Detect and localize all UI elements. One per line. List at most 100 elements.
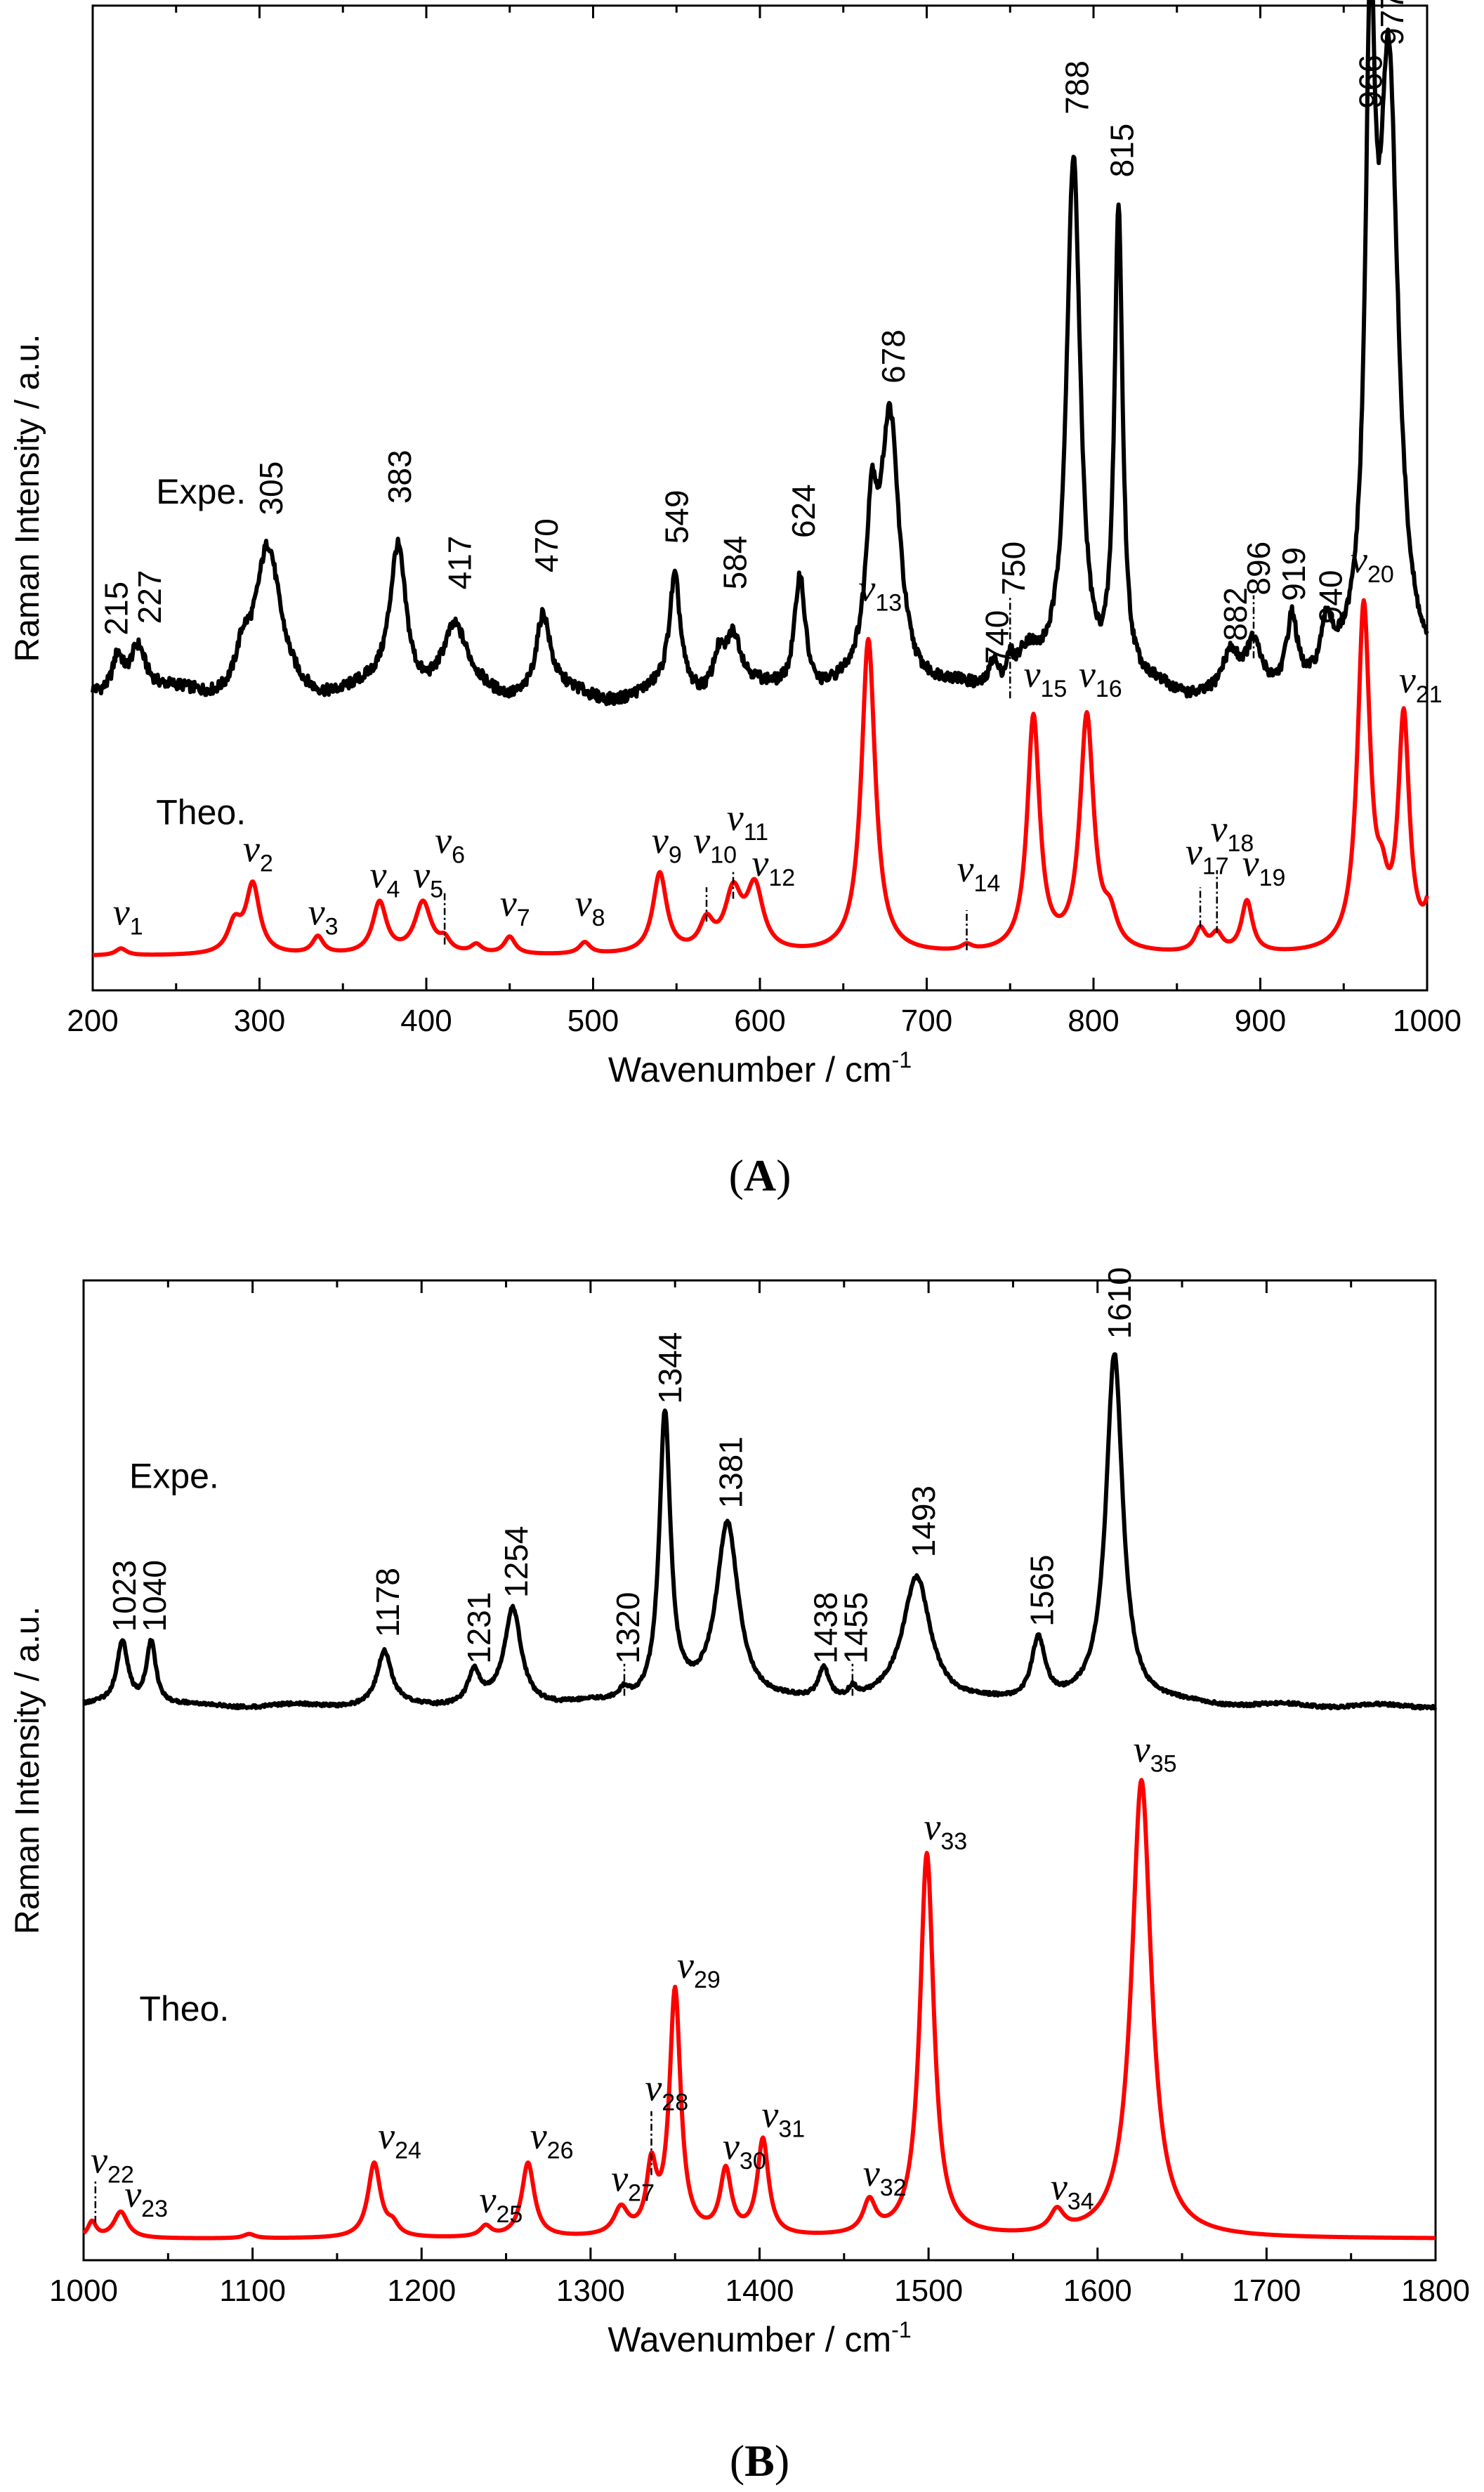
mode-label-subscript: 33 — [940, 1828, 967, 1855]
mode-label-symbol: v — [957, 848, 974, 890]
panel-caption-close-paren: ) — [776, 1150, 791, 1200]
peak-label: 1455 — [838, 1592, 874, 1664]
mode-label-subscript: 11 — [744, 819, 768, 846]
x-axis-label-superscript: -1 — [891, 2317, 911, 2342]
mode-label-symbol: v — [308, 891, 325, 933]
mode-label: v1 — [113, 891, 143, 940]
x-tick-label: 200 — [67, 1004, 118, 1038]
peak-label: 1320 — [610, 1592, 646, 1664]
mode-label-subscript: 1 — [130, 913, 143, 940]
mode-label: v25 — [480, 2179, 523, 2228]
panel-caption-open-paren: ( — [729, 1150, 744, 1200]
panel-caption-letter: B — [744, 2436, 775, 2486]
mode-label-symbol: v — [863, 2152, 880, 2194]
mode-label: v6 — [435, 819, 465, 868]
peak-label: 678 — [875, 329, 912, 383]
mode-label-subscript: 15 — [1040, 676, 1067, 702]
peak-label: 215 — [98, 582, 134, 636]
mode-label-symbol: v — [1211, 808, 1228, 850]
mode-label-subscript: 20 — [1367, 561, 1394, 588]
mode-label-symbol: v — [924, 1806, 940, 1848]
mode-label: v13 — [858, 568, 902, 617]
mode-label: v33 — [924, 1806, 967, 1855]
mode-label-subscript: 32 — [880, 2175, 907, 2201]
mode-label: v18 — [1211, 808, 1254, 857]
peak-label: 1023 — [106, 1560, 143, 1632]
mode-label-symbol: v — [378, 2115, 395, 2157]
peak-label: 1231 — [461, 1592, 497, 1664]
peak-label: 1040 — [136, 1560, 173, 1632]
series-label: Theo. — [139, 1989, 229, 2028]
mode-label-symbol: v — [858, 568, 875, 610]
mode-label-subscript: 28 — [662, 2090, 688, 2116]
mode-label-symbol: v — [1242, 842, 1259, 884]
peak-label: 815 — [1103, 124, 1140, 178]
peak-label: 750 — [995, 542, 1032, 596]
peak-label: 227 — [131, 570, 168, 624]
peak-label: 1381 — [713, 1436, 749, 1508]
x-axis-label-text: Wavenumber / cm — [608, 1050, 892, 1089]
peak-label: 417 — [442, 536, 478, 590]
series-label: Theo. — [156, 793, 246, 832]
mode-label-subscript: 4 — [386, 876, 400, 903]
mode-label-symbol: v — [723, 2125, 740, 2168]
x-axis-label-superscript: -1 — [892, 1047, 912, 1073]
spectrum-line-experimental — [91, 0, 1429, 707]
chart-panel-B: 1000 1100 1200 1300 1400 1500 1600 1700 1800 Wave… — [9, 1267, 1470, 2486]
mode-label-symbol: v — [113, 891, 130, 933]
spectrum-line-theoretical — [91, 598, 1429, 957]
mode-label: v24 — [378, 2115, 421, 2164]
mode-label: v30 — [723, 2125, 766, 2175]
mode-label-subscript: 2 — [260, 851, 273, 877]
mode-label: v21 — [1399, 659, 1443, 708]
mode-label-subscript: 22 — [107, 2162, 134, 2189]
peak-label: 788 — [1058, 60, 1095, 114]
mode-label-symbol: v — [413, 853, 430, 896]
x-tick-label: 1600 — [1063, 2274, 1132, 2308]
mode-label-subscript: 23 — [141, 2196, 168, 2222]
x-axis-label-text: Wavenumber / cm — [608, 2320, 891, 2359]
peak-label: 940 — [1312, 570, 1348, 624]
series-label: Expe. — [156, 472, 246, 511]
mode-label-symbol: v — [761, 2093, 778, 2135]
spectrum-line-theoretical — [82, 1778, 1437, 2241]
mode-label: v32 — [863, 2152, 907, 2201]
mode-label: v28 — [645, 2067, 688, 2116]
mode-label: v16 — [1079, 653, 1122, 702]
mode-label-subscript: 12 — [768, 865, 795, 891]
peak-label: 1438 — [807, 1592, 843, 1664]
mode-label: v5 — [413, 853, 443, 903]
mode-label-symbol: v — [91, 2139, 107, 2182]
mode-label: v11 — [727, 796, 768, 846]
mode-label-subscript: 19 — [1259, 865, 1286, 891]
peak-label: 919 — [1275, 547, 1312, 601]
mode-label-subscript: 29 — [694, 1967, 721, 1993]
peak-label: 977 — [1374, 0, 1410, 46]
x-tick-label: 800 — [1068, 1004, 1119, 1038]
mode-label-symbol: v — [530, 2115, 547, 2157]
mode-label-symbol: v — [243, 828, 260, 870]
mode-label-symbol: v — [1079, 653, 1096, 695]
x-tick-label: 1300 — [556, 2274, 625, 2308]
series-label: Expe. — [129, 1457, 219, 1496]
mode-label-symbol: v — [652, 819, 669, 861]
x-tick-label: 1500 — [894, 2274, 963, 2308]
x-tick-label: 400 — [400, 1004, 452, 1038]
mode-label: v35 — [1134, 1728, 1177, 1777]
peak-label: 1565 — [1023, 1554, 1060, 1626]
peak-label: 882 — [1217, 587, 1254, 641]
peak-label: 966 — [1352, 55, 1388, 109]
mode-label-symbol: v — [124, 2173, 141, 2215]
peak-label: 549 — [658, 490, 695, 544]
x-tick-label: 1100 — [219, 2274, 286, 2308]
mode-label: v3 — [308, 891, 339, 940]
mode-label-subscript: 14 — [973, 870, 1000, 897]
mode-label: v7 — [500, 882, 530, 931]
mode-label-symbol: v — [611, 2157, 628, 2199]
y-axis-label: Raman Intensity / a.u. — [9, 334, 46, 662]
mode-label-symbol: v — [693, 819, 710, 861]
peak-label: 470 — [528, 518, 565, 572]
mode-label: v9 — [652, 819, 682, 868]
